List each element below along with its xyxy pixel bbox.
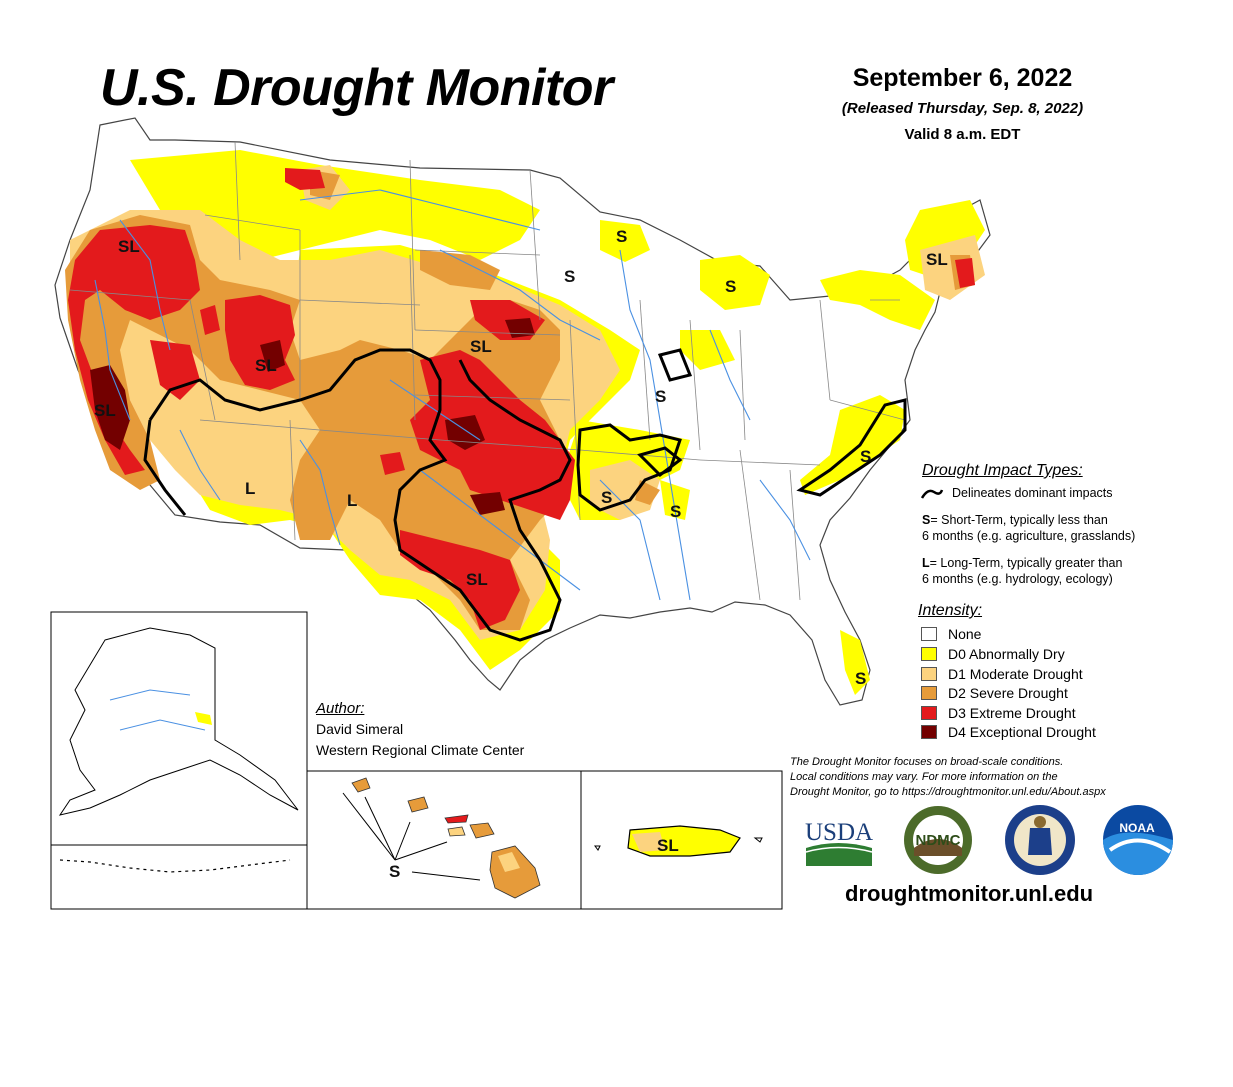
legend-item-d3: D3 Extreme Drought [921, 705, 1076, 721]
impact-line-legend: Delineates dominant impacts [920, 486, 1113, 500]
puerto-rico-inset: SL [594, 825, 763, 857]
label-s-wisconsin: S [616, 227, 627, 246]
legend-swatch [921, 647, 937, 661]
noaa-logo: NOAA [1103, 805, 1173, 875]
long-term-note: L= Long-Term, typically greater than 6 m… [922, 556, 1123, 586]
impact-boundaries [143, 348, 907, 642]
label-sl-nebraska: SL [470, 337, 492, 356]
legend-item-d0: D0 Abnormally Dry [921, 646, 1065, 662]
author-title: Author: [316, 700, 365, 717]
label-s-northcarolina: S [860, 447, 871, 466]
legend-item-d4: D4 Exceptional Drought [921, 724, 1096, 740]
release-date: (Released Thursday, Sep. 8, 2022) [841, 100, 1084, 117]
noaa-logo-text: NOAA [1119, 821, 1155, 835]
label-s-michigan: S [725, 277, 736, 296]
valid-time: Valid 8 a.m. EDT [904, 126, 1021, 143]
label-sl-oregon: SL [118, 237, 140, 256]
impact-line-text: Delineates dominant impacts [952, 486, 1113, 500]
legend-swatch [921, 706, 937, 720]
label-s-florida: S [855, 669, 866, 688]
label-sl-puertorico: SL [657, 836, 679, 855]
author-org: Western Regional Climate Center [316, 742, 525, 758]
label-sl-utah: SL [255, 356, 277, 375]
ndmc-logo: NDMC [904, 806, 972, 874]
legend-swatch [921, 667, 937, 681]
label-sl-newengland: SL [926, 250, 948, 269]
ndmc-logo-text: NDMC [916, 832, 961, 849]
label-s-minnesota: S [564, 267, 575, 286]
website-url[interactable]: droughtmonitor.unl.edu [845, 881, 1094, 906]
legend-item-d1: D1 Moderate Drought [921, 666, 1083, 682]
short-term-note: S= Short-Term, typically less than 6 mon… [922, 513, 1136, 543]
rivers [94, 189, 811, 601]
label-s-arkansas: S [601, 488, 612, 507]
usda-logo: USDA [805, 819, 873, 866]
impact-types-title: Drought Impact Types: [922, 462, 1083, 479]
legend-swatch [921, 725, 937, 739]
legend-item-none: None [921, 626, 981, 642]
label-l-newmexico: L [347, 491, 357, 510]
label-sl-texas: SL [466, 570, 488, 589]
intensity-title: Intensity: [918, 602, 983, 619]
page-title: U.S. Drought Monitor [100, 59, 613, 117]
commerce-logo [1005, 805, 1075, 875]
impact-line-icon [920, 489, 944, 499]
label-l-arizona: L [245, 479, 255, 498]
svg-text:USDA: USDA [805, 819, 873, 846]
disclaimer-text: The Drought Monitor focuses on broad-sca… [790, 756, 1106, 798]
inset-frames [50, 611, 783, 910]
label-sl-california: SL [94, 401, 116, 420]
label-s-missouri: S [655, 387, 666, 406]
legend-swatch [921, 627, 937, 641]
hawaii-inset: S [342, 777, 541, 899]
label-s-hawaii: S [389, 862, 400, 881]
map-date: September 6, 2022 [852, 64, 1073, 92]
label-s-tennessee: S [670, 502, 681, 521]
legend-swatch [921, 686, 937, 700]
alaska-inset [58, 627, 299, 873]
author-name: David Simeral [316, 721, 404, 737]
state-borders [69, 141, 906, 601]
legend-item-d2: D2 Severe Drought [921, 685, 1068, 701]
